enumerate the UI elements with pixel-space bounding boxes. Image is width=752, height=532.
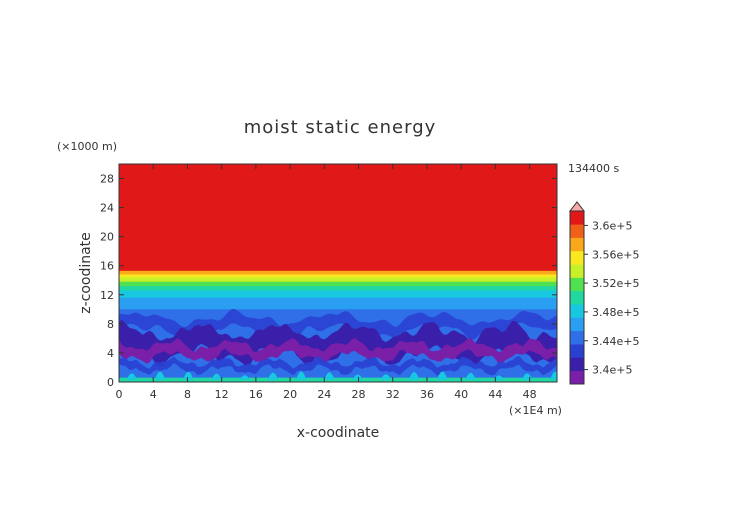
colorbar-swatch <box>570 264 584 278</box>
surface-plume <box>437 371 448 380</box>
field-layer <box>119 286 557 291</box>
x-tick-label: 16 <box>249 388 263 401</box>
colorbar-swatch <box>570 277 584 292</box>
colorbar-label: 3.4e+5 <box>592 364 632 377</box>
surface-plume <box>550 371 557 380</box>
colorbar-overflow-arrow <box>568 201 586 212</box>
colorbar-swatch <box>570 237 584 252</box>
x-tick-label: 32 <box>386 388 400 401</box>
x-tick-label: 28 <box>352 388 366 401</box>
colorbar-label: 3.6e+5 <box>592 219 632 232</box>
y-tick-label: 24 <box>100 202 114 215</box>
x-tick-label: 40 <box>454 388 468 401</box>
surface-plume <box>465 372 476 380</box>
surface-plume <box>239 375 250 380</box>
lower-eddy-band <box>119 356 557 376</box>
x-axis: 0 4 8 12 16 20 24 28 32 36 40 44 48 <box>116 164 537 401</box>
x-tick-label: 4 <box>150 388 157 401</box>
surface-plume <box>409 372 420 380</box>
x-tick-label: 20 <box>283 388 297 401</box>
colorbar-label: 3.56e+5 <box>592 248 639 261</box>
field-layer <box>119 270 557 275</box>
field-layer <box>119 297 557 310</box>
field-layer <box>119 290 557 299</box>
surface-plume <box>493 375 504 380</box>
chart-title: moist static energy <box>244 117 437 138</box>
y-unit-label: (×1000 m) <box>57 140 117 153</box>
colorbar-swatch <box>570 370 584 385</box>
x-tick-label: 12 <box>215 388 229 401</box>
field-layer <box>119 281 557 287</box>
colorbar-swatch <box>570 357 584 371</box>
colorbar-swatch <box>570 290 584 305</box>
surface-plume <box>380 374 391 380</box>
y-tick-label: 12 <box>100 289 114 302</box>
colorbar-swatch <box>570 304 584 318</box>
colorbar: 3.6e+5 3.56e+5 3.52e+5 3.48e+5 3.44e+5 3.4e+5 <box>568 201 639 385</box>
time-label: 134400 s <box>568 162 619 175</box>
plot-field <box>119 164 557 382</box>
x-tick-label: 24 <box>317 388 331 401</box>
y-axis: 0 4 8 12 16 20 24 28 <box>100 173 557 389</box>
surface-plume <box>154 371 166 380</box>
colorbar-swatch <box>570 317 584 332</box>
colorbar-swatch <box>570 211 584 225</box>
surface-plume <box>183 371 194 380</box>
y-tick-label: 8 <box>107 318 114 331</box>
field-layer <box>119 274 557 278</box>
colorbar-swatch <box>570 330 584 345</box>
y-tick-label: 20 <box>100 231 114 244</box>
y-tick-label: 4 <box>107 347 114 360</box>
field-layer <box>119 277 557 283</box>
colorbar-swatch <box>570 250 584 265</box>
field-layer <box>119 377 557 382</box>
upper-eddy-band <box>119 308 557 340</box>
surface-plume <box>211 373 222 380</box>
colorbar-label: 3.48e+5 <box>592 306 639 319</box>
surface-plume <box>126 373 137 380</box>
y-tick-label: 0 <box>107 376 114 389</box>
x-tick-label: 0 <box>116 388 123 401</box>
colorbar-swatch <box>570 344 584 358</box>
surface-plume <box>324 372 335 380</box>
colorbar-label: 3.52e+5 <box>592 277 639 290</box>
x-unit-label: (×1E4 m) <box>509 404 562 417</box>
x-tick-label: 48 <box>523 388 537 401</box>
colorbar-frame <box>569 210 585 385</box>
x-tick-label: 36 <box>420 388 434 401</box>
plot-frame <box>118 163 558 383</box>
x-axis-label: x-coodinate <box>297 425 380 441</box>
surface-plume <box>352 374 363 380</box>
surface-plume <box>267 372 279 380</box>
x-tick-label: 8 <box>184 388 191 401</box>
colorbar-label: 3.44e+5 <box>592 335 639 348</box>
surface-plume <box>296 371 307 380</box>
y-axis-label: z-coodinate <box>78 232 94 314</box>
min-core-band <box>119 338 557 365</box>
field-layer <box>119 164 557 272</box>
x-tick-label: 44 <box>488 388 502 401</box>
y-tick-label: 28 <box>100 173 114 186</box>
y-tick-label: 16 <box>100 260 114 273</box>
colorbar-swatch <box>570 224 584 238</box>
